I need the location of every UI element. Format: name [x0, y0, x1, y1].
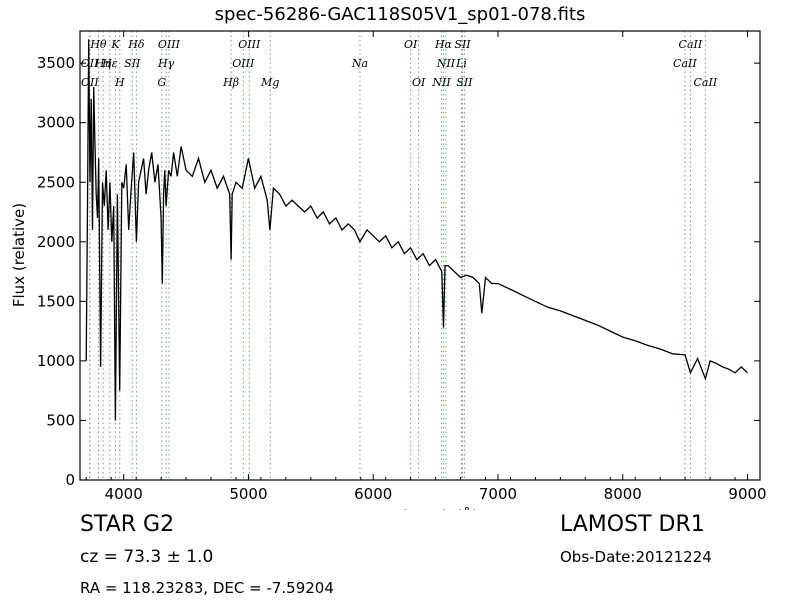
- y-tick-label: 3000: [37, 114, 75, 132]
- spectrum-plot: OII OII Hθ Hη K Hε SII H Hδ OIII Hγ G OIII OIII Hβ Mg Na…: [10, 30, 767, 510]
- y-tick-label: 2500: [37, 173, 75, 191]
- line-marker-label: Hγ: [157, 57, 175, 70]
- line-marker-labels: OII OII Hθ Hη K Hε SII H Hδ OIII Hγ G OIII OIII Hβ Mg Na…: [81, 38, 718, 89]
- survey-name: LAMOST DR1: [560, 512, 705, 537]
- line-marker-label: Hδ: [127, 38, 145, 51]
- x-tick-label: 7000: [479, 485, 517, 503]
- line-marker-label: CaII: [679, 38, 703, 51]
- line-marker-label: Hε: [101, 57, 118, 70]
- line-marker-label: K: [110, 38, 120, 51]
- x-tick-label: 9000: [728, 485, 766, 503]
- x-tick-label: 8000: [604, 485, 642, 503]
- y-axis-label: Flux (relative): [10, 203, 28, 307]
- line-marker-label: G: [157, 76, 166, 89]
- line-marker-label: Hα: [434, 38, 453, 51]
- line-marker-label: OII: [81, 57, 99, 70]
- plot-frame: [79, 30, 761, 481]
- line-marker-label: Mg: [260, 76, 279, 89]
- line-marker-label: SII: [456, 76, 473, 89]
- line-marker-label: H: [114, 76, 125, 89]
- line-marker-label: OIII: [158, 38, 181, 51]
- coordinates: RA = 118.23283, DEC = -7.59204: [80, 579, 334, 597]
- line-marker-label: NII: [436, 57, 456, 70]
- y-tick-label: 0: [65, 471, 75, 489]
- x-axis-ticks: 4000 5000 6000 7000 8000 9000: [85, 31, 767, 503]
- line-marker-label: Li: [455, 57, 467, 70]
- obs-date: Obs-Date:20121224: [560, 548, 712, 566]
- line-marker-label: SII: [124, 57, 141, 70]
- line-marker-label: Hβ: [222, 76, 239, 89]
- x-axis-label: Wavelength (Å): [362, 506, 478, 510]
- line-marker-label: Hθ: [89, 38, 107, 51]
- line-marker-label: OI: [412, 76, 426, 89]
- y-tick-label: 500: [46, 411, 75, 429]
- y-tick-label: 1000: [37, 352, 75, 370]
- x-tick-label: 5000: [229, 485, 267, 503]
- x-tick-label: 6000: [354, 485, 392, 503]
- line-markers: [89, 31, 706, 480]
- line-marker-label: OIII: [232, 57, 255, 70]
- line-marker-label: OI: [404, 38, 418, 51]
- line-marker-label: CaII: [673, 57, 697, 70]
- line-marker-label: OIII: [238, 38, 261, 51]
- spectrum-line: [85, 39, 748, 421]
- line-marker-label: NII: [431, 76, 451, 89]
- y-tick-label: 2000: [37, 233, 75, 251]
- line-marker-label: Hη: [94, 57, 112, 70]
- redshift-value: cz = 73.3 ± 1.0: [80, 547, 214, 567]
- object-class: STAR G2: [80, 512, 175, 537]
- y-axis-ticks: 0 500 1000 1500 2000 2500 3000 3500: [37, 54, 760, 489]
- line-marker-label: Na: [351, 57, 368, 70]
- line-marker-label: CaII: [694, 76, 718, 89]
- line-marker-label: SII: [454, 38, 471, 51]
- chart-title: spec-56286-GAC118S05V1_sp01-078.fits: [214, 4, 586, 25]
- y-tick-label: 3500: [37, 54, 75, 72]
- x-tick-label: 4000: [105, 485, 143, 503]
- line-marker-label: OII: [81, 76, 99, 89]
- y-tick-label: 1500: [37, 292, 75, 310]
